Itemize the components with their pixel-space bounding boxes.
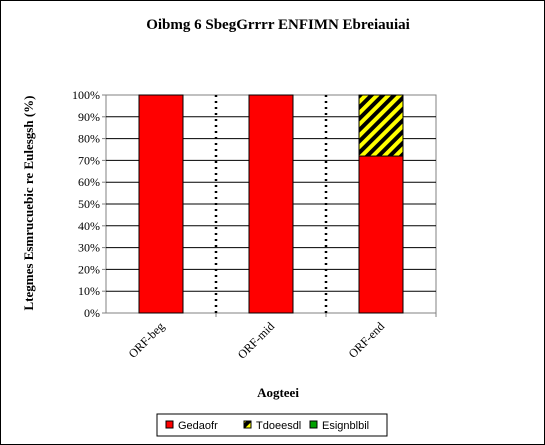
chart-title: Oibmg 6 SbegGrrrr ENFIMN Ebreiauiai [146, 17, 410, 33]
x-tick-label: ORF-end [346, 319, 387, 360]
bar-segment [248, 94, 294, 314]
y-tick-label: 80% [78, 132, 100, 146]
bar-segment [358, 94, 404, 157]
x-tick-label: ORF-mid [235, 319, 277, 361]
legend: Gedaofr Tdoeesdl Esignblbil [156, 413, 388, 437]
y-tick-label: 70% [78, 153, 100, 167]
y-tick-label: 0% [84, 306, 100, 320]
y-tick-label: 30% [78, 241, 100, 255]
legend-label: Esignblbil [322, 420, 369, 432]
y-tick-label: 40% [78, 219, 100, 233]
bar-segment [138, 94, 184, 314]
legend-swatch [243, 420, 252, 429]
y-tick-label: 10% [78, 284, 100, 298]
bars [138, 94, 404, 314]
y-tick-label: 60% [78, 175, 100, 189]
x-tick-labels: ORF-beg ORF-mid ORF-end [126, 313, 437, 362]
legend-label: Gedaofr [178, 420, 218, 432]
legend-label: Tdoeesdl [256, 420, 301, 432]
legend-swatch [309, 420, 318, 429]
y-tick-label: 90% [78, 110, 100, 124]
legend-box [156, 413, 388, 437]
y-tick-label: 20% [78, 262, 100, 276]
bar-segment [358, 155, 404, 314]
x-tick-label: ORF-beg [126, 319, 167, 360]
plot-area: 0% 10% 20% 30% 40% 50% 60% 70% 80% 90% 100% ORF-be… [72, 88, 437, 362]
y-axis-title: Ltegmes Esmrucuebic re Eulesgsh (%) [21, 96, 36, 311]
y-tick-label: 100% [72, 88, 100, 102]
legend-swatch [165, 420, 174, 429]
y-tick-label: 50% [78, 197, 100, 211]
y-tick-labels: 0% 10% 20% 30% 40% 50% 60% 70% 80% 90% 100% [72, 88, 106, 320]
category-separators [214, 95, 328, 313]
x-axis-title: Aogteei [257, 385, 299, 400]
